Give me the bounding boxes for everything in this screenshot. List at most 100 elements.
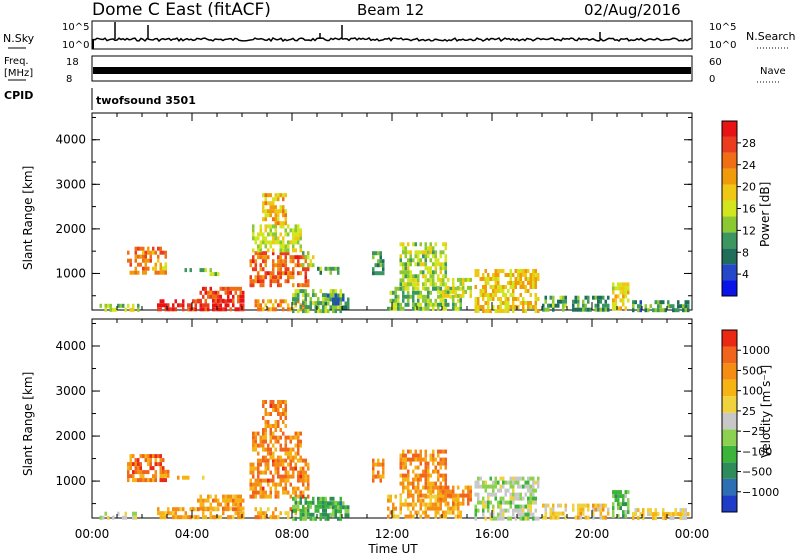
heatmap-cell (242, 515, 245, 520)
heatmap-cell (679, 304, 682, 309)
heatmap-cell (229, 515, 232, 520)
heatmap-cell (429, 485, 432, 490)
heatmap-cell (432, 449, 435, 454)
heatmap-cell (259, 462, 262, 467)
heatmap-cell (297, 451, 300, 456)
heatmap-cell (207, 494, 210, 499)
heatmap-cell (142, 250, 145, 255)
heatmap-cell (657, 308, 660, 313)
colorbar-tick-label: 24 (742, 159, 756, 172)
heatmap-cell (439, 293, 442, 298)
heatmap-cell (442, 461, 445, 466)
heatmap-cell (304, 478, 307, 483)
heatmap-cell (577, 511, 580, 516)
heatmap-cell (137, 270, 140, 275)
heatmap-cell (427, 473, 430, 478)
heatmap-cell (687, 300, 690, 305)
heatmap-cell (499, 305, 502, 309)
heatmap-cell (514, 476, 517, 481)
heatmap-cell (527, 281, 530, 285)
heatmap-cell (289, 462, 292, 467)
heatmap-cell (302, 283, 305, 288)
heatmap-cell (272, 443, 275, 448)
heatmap-cell (309, 259, 312, 264)
heatmap-cell (499, 512, 502, 517)
heatmap-cell (127, 478, 130, 483)
heatmap-cell (282, 486, 285, 491)
heatmap-cell (177, 475, 180, 480)
heatmap-cell (282, 259, 285, 264)
heatmap-cell (457, 510, 460, 515)
heatmap-cell (237, 498, 240, 503)
heatmap-cell (437, 258, 440, 263)
power-panel-frame (91, 112, 693, 311)
heatmap-cell (302, 474, 305, 479)
heatmap-cell (297, 507, 300, 512)
heatmap-cell (679, 516, 682, 521)
heatmap-cell (684, 516, 687, 521)
heatmap-cell (282, 271, 285, 276)
heatmap-cell (164, 303, 167, 308)
colorbar-segment (722, 136, 737, 153)
heatmap-cell (217, 502, 220, 507)
heatmap-cell (279, 412, 282, 416)
heatmap-cell (282, 400, 285, 404)
heatmap-cell (409, 481, 412, 486)
heatmap-cell (279, 271, 282, 276)
heatmap-cell (214, 290, 217, 295)
heatmap-cell (297, 435, 300, 440)
heatmap-cell (514, 496, 517, 501)
heatmap-cell (134, 515, 137, 520)
heatmap-cell (414, 262, 417, 267)
heatmap-cell (312, 263, 315, 268)
heatmap-cell (282, 263, 285, 268)
heatmap-cell (259, 515, 262, 520)
heatmap-cell (402, 485, 405, 490)
heatmap-cell (199, 268, 202, 273)
heatmap-cell (307, 267, 310, 272)
heatmap-cell (394, 290, 397, 295)
heatmap-cell (497, 289, 500, 293)
heatmap-cell (107, 303, 110, 308)
nsky-label: N.Sky (3, 32, 35, 45)
heatmap-cell (509, 305, 512, 309)
heatmap-cell (217, 294, 220, 299)
heatmap-cell (517, 281, 520, 285)
heatmap-cell (129, 270, 132, 275)
heatmap-cell (557, 515, 560, 520)
heatmap-cell (407, 262, 410, 267)
heatmap-cell (409, 262, 412, 267)
heatmap-cell (407, 274, 410, 279)
heatmap-cell (422, 270, 425, 275)
heatmap-cell (507, 305, 510, 309)
heatmap-cell (132, 474, 135, 479)
heatmap-cell (292, 259, 295, 264)
heatmap-cell (509, 269, 512, 273)
heatmap-cell (234, 502, 237, 507)
heatmap-cell (497, 297, 500, 301)
heatmap-cell (314, 301, 317, 306)
heatmap-cell (282, 490, 285, 495)
heatmap-cell (144, 262, 147, 267)
heatmap-cell (492, 273, 495, 277)
heatmap-cell (257, 236, 260, 241)
heatmap-cell (264, 490, 267, 495)
heatmap-cell (537, 476, 540, 481)
heatmap-cell (442, 489, 445, 494)
nsky-line (92, 37, 692, 43)
heatmap-cell (297, 236, 300, 241)
heatmap-cell (267, 232, 270, 237)
heatmap-cell (502, 516, 505, 521)
heatmap-cell (309, 500, 312, 505)
heatmap-cell (649, 304, 652, 309)
heatmap-cell (507, 488, 510, 493)
heatmap-cell (324, 297, 327, 302)
heatmap-cell (502, 301, 505, 305)
heatmap-cell (229, 506, 232, 511)
heatmap-cell (477, 500, 480, 505)
heatmap-cell (424, 449, 427, 454)
heatmap-cell (432, 469, 435, 474)
colorbar-tick-label: 4 (742, 268, 749, 281)
heatmap-cell (282, 236, 285, 241)
heatmap-cell (299, 248, 302, 253)
